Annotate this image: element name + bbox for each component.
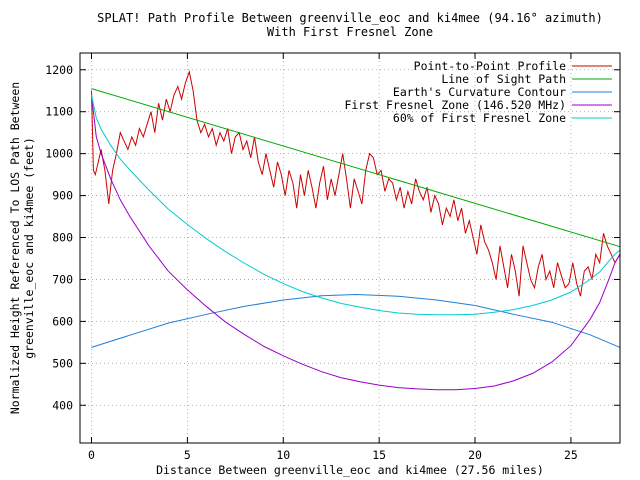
y-tick-label: 800 — [52, 231, 73, 245]
y-tick-label: 700 — [52, 272, 73, 286]
y-tick-label: 900 — [52, 189, 73, 203]
y-tick-label: 1200 — [45, 63, 73, 77]
series-line-60-of-first-fresnel-zone — [91, 94, 621, 316]
y-axis-label-line-1: Normalized Height Referenced To LOS Path… — [8, 82, 22, 414]
series-line-line-of-sight-path — [91, 88, 621, 248]
y-axis-label-line-2: greenville_eoc and ki4mee (feet) — [22, 137, 36, 359]
grid-lines — [80, 53, 620, 443]
series-lines — [91, 70, 621, 391]
series-line-earth-s-curvature-contour — [91, 293, 621, 348]
plot-frame — [79, 52, 621, 444]
x-tick-label: 5 — [184, 448, 191, 462]
legend-label: Point-to-Point Profile — [414, 59, 566, 73]
x-tick-label: 20 — [468, 448, 482, 462]
y-tick-label: 500 — [52, 356, 73, 370]
chart-title: SPLAT! Path Profile Between greenville_e… — [97, 11, 603, 25]
x-tick-label: 25 — [564, 448, 578, 462]
series-line-first-fresnel-zone-146-520-mhz — [91, 94, 621, 391]
legend-label: Line of Sight Path — [441, 72, 566, 86]
y-axis-ticks: 400 500 600 700 800 900 1000 1100 1200 — [45, 63, 620, 412]
chart-subtitle: With First Fresnel Zone — [267, 25, 433, 39]
legend-label: 60% of First Fresnel Zone — [393, 111, 566, 125]
y-tick-label: 400 — [52, 398, 73, 412]
y-tick-label: 1100 — [45, 105, 73, 119]
x-tick-label: 10 — [276, 448, 290, 462]
y-tick-label: 600 — [52, 314, 73, 328]
legend-label: First Fresnel Zone (146.520 MHz) — [344, 98, 566, 112]
x-axis-label: Distance Between greenville_eoc and ki4m… — [156, 463, 544, 477]
legend-label: Earth's Curvature Contour — [393, 85, 566, 99]
y-tick-label: 1000 — [45, 147, 73, 161]
series-line-point-to-point-profile — [91, 70, 621, 297]
x-axis-ticks: 0 5 10 15 20 25 — [88, 53, 578, 462]
x-tick-label: 15 — [372, 448, 386, 462]
x-tick-label: 0 — [88, 448, 95, 462]
